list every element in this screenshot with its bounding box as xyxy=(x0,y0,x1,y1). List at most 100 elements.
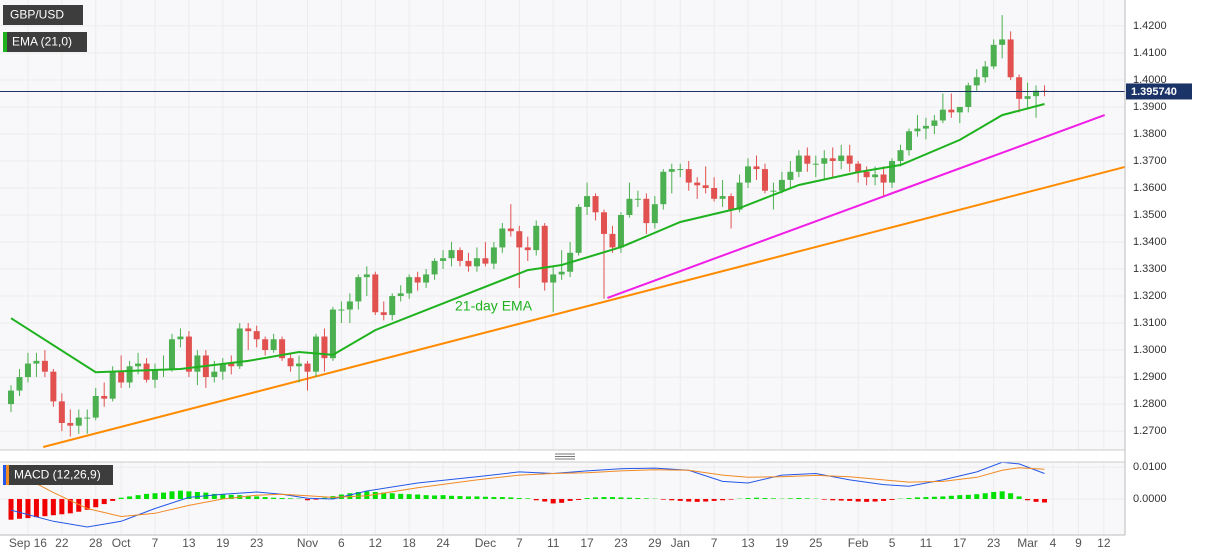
histogram-bar xyxy=(491,497,497,499)
candle-body xyxy=(482,258,489,264)
candle-body xyxy=(617,215,624,248)
candle-body xyxy=(490,247,497,264)
candle-body xyxy=(228,363,235,367)
y-tick-label: 1.3000 xyxy=(1133,344,1167,356)
candle-body xyxy=(363,274,370,278)
candle-body xyxy=(584,196,591,207)
series-line xyxy=(10,461,1045,528)
candle-body xyxy=(143,363,150,380)
histogram-bar xyxy=(305,498,311,501)
candle-body xyxy=(880,174,887,183)
x-tick-label: Nov xyxy=(297,536,318,550)
legend-macd[interactable]: MACD (12,26,9) xyxy=(3,465,113,485)
y-tick-label: 1.3600 xyxy=(1133,182,1167,194)
histogram-bar xyxy=(118,497,124,499)
x-tick-label: 12 xyxy=(369,536,383,550)
x-tick-label: 22 xyxy=(55,536,69,550)
histogram-bar xyxy=(169,491,175,499)
histogram-bar xyxy=(576,498,582,500)
histogram-bar xyxy=(669,498,675,501)
candle-body xyxy=(812,163,819,165)
candle-body xyxy=(245,328,252,332)
candle-body xyxy=(524,247,531,251)
candle-body xyxy=(575,206,582,253)
candle-body xyxy=(33,360,40,364)
candle-body xyxy=(50,371,57,402)
histogram-bar xyxy=(432,495,438,499)
candle-body xyxy=(262,339,269,351)
candle-body xyxy=(829,158,836,161)
candle-body xyxy=(795,155,802,172)
histogram-bar xyxy=(271,497,277,499)
candle-body xyxy=(973,77,980,86)
histogram-bar xyxy=(711,498,717,501)
candle-body xyxy=(397,293,404,297)
histogram-bar xyxy=(245,495,251,499)
histogram-bar xyxy=(643,498,649,499)
y-tick-label: 1.4200 xyxy=(1133,20,1167,32)
histogram-bar xyxy=(465,496,471,499)
candle-body xyxy=(872,174,879,178)
histogram-bar xyxy=(872,498,878,502)
candle-body xyxy=(990,44,997,67)
price-pane xyxy=(0,0,1125,450)
candle-body xyxy=(448,250,455,259)
x-tick-label: 17 xyxy=(580,536,594,550)
y-tick-label: 1.4100 xyxy=(1133,47,1167,59)
histogram-bar xyxy=(508,497,514,499)
candle-body xyxy=(838,155,845,161)
candle-body xyxy=(1016,77,1023,99)
histogram-bar xyxy=(957,495,963,499)
histogram-bar xyxy=(999,491,1005,499)
x-tick-label: 23 xyxy=(250,536,264,550)
candle-body xyxy=(194,355,201,372)
y-tick-label: 0.0100 xyxy=(1133,461,1167,473)
histogram-bar xyxy=(144,493,150,499)
histogram-bar xyxy=(42,498,48,517)
x-tick-label: 6 xyxy=(338,536,345,550)
histogram-bar xyxy=(923,497,929,499)
candle-body xyxy=(753,166,760,170)
y-tick-label: 1.3300 xyxy=(1133,263,1167,275)
histogram-bar xyxy=(770,498,776,499)
x-tick-label: 4 xyxy=(1050,536,1057,550)
candle-body xyxy=(8,390,15,405)
candle-body xyxy=(787,171,794,180)
histogram-bar xyxy=(948,495,954,499)
histogram-bar xyxy=(762,498,768,499)
candle-body xyxy=(414,277,421,283)
candle-body xyxy=(355,277,362,302)
histogram-bar xyxy=(821,498,827,500)
candle-body xyxy=(609,233,616,248)
candle-body xyxy=(804,155,811,164)
histogram-bar xyxy=(855,498,861,502)
candle-body xyxy=(719,196,726,199)
y-tick-label: 1.2700 xyxy=(1133,425,1167,437)
histogram-bar xyxy=(601,497,607,499)
x-tick-label: 17 xyxy=(953,536,967,550)
histogram-bar xyxy=(516,498,522,499)
histogram-bar xyxy=(940,496,946,499)
candle-body xyxy=(1007,39,1014,78)
candle-body xyxy=(1033,90,1040,97)
histogram-bar xyxy=(135,495,141,499)
candle-body xyxy=(456,250,463,261)
candle-body xyxy=(109,371,116,399)
resize-grip[interactable] xyxy=(555,453,575,460)
candle-body xyxy=(372,274,379,313)
candle-body xyxy=(16,377,23,391)
candle-body xyxy=(465,260,472,267)
y-tick-label: 1.3900 xyxy=(1133,101,1167,113)
last-price-box xyxy=(1126,83,1192,100)
y-tick-label: 1.3200 xyxy=(1133,290,1167,302)
histogram-bar xyxy=(914,497,920,499)
candle-body xyxy=(431,260,438,275)
histogram-bar xyxy=(906,498,912,499)
candle-body xyxy=(533,225,540,251)
legend-price[interactable]: GBP/USD xyxy=(3,5,83,25)
x-tick-label: 5 xyxy=(889,536,896,550)
candle-body xyxy=(473,258,480,267)
histogram-bar xyxy=(389,493,395,499)
candle-body xyxy=(58,401,65,423)
legend-ema[interactable]: EMA (21,0) xyxy=(3,32,87,52)
